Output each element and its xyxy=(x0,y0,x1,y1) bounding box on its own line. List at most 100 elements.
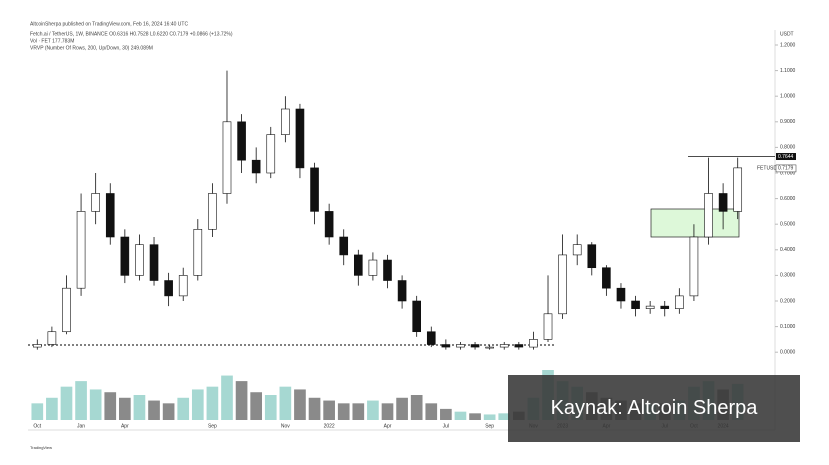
candle-body xyxy=(266,134,276,174)
y-tick-label: 0.7000 xyxy=(780,170,796,176)
currency: USDT xyxy=(780,31,794,37)
volume-bar xyxy=(469,413,481,420)
volume-bar xyxy=(177,397,190,420)
candle-body xyxy=(602,267,611,289)
candle-body xyxy=(704,193,713,238)
volume-bar xyxy=(191,389,204,420)
volume-bar xyxy=(454,411,467,420)
volume-bar xyxy=(381,403,394,420)
source-caption: Kaynak: Altcoin Sherpa xyxy=(508,375,800,442)
x-tick-label: Apr xyxy=(384,423,392,429)
candle-body xyxy=(295,108,305,169)
candle-body xyxy=(558,254,567,315)
candle-body xyxy=(178,275,188,297)
candle-body xyxy=(91,193,100,212)
y-tick-label: 1.0000 xyxy=(780,94,796,100)
candle-body xyxy=(514,344,524,348)
candle-body xyxy=(616,287,626,302)
x-tick-label: Oct xyxy=(33,423,41,429)
volume-bar xyxy=(119,397,131,420)
y-tick-label: 0.5000 xyxy=(780,222,796,228)
volume-bar xyxy=(250,392,263,420)
candle-body xyxy=(120,236,130,276)
y-tick-label: 0.4000 xyxy=(780,247,796,253)
candle-body xyxy=(499,344,509,348)
candle-body xyxy=(470,344,480,348)
volume-bar xyxy=(483,414,496,420)
y-tick-label: 0.9000 xyxy=(780,119,796,125)
candle-body xyxy=(529,339,538,348)
volume-bar xyxy=(162,403,175,420)
brand: TradingView xyxy=(30,445,52,450)
volume-bar xyxy=(410,395,423,420)
volume-bar xyxy=(264,395,277,420)
volume-bar xyxy=(206,386,219,420)
volume-bar xyxy=(89,389,102,420)
candle-body xyxy=(324,211,334,238)
volume-bar xyxy=(367,400,379,420)
volume-bar xyxy=(337,403,350,420)
volume-bar xyxy=(46,397,58,420)
y-tick-label: 0.0000 xyxy=(780,350,796,356)
candle-body xyxy=(310,167,319,212)
candle-body xyxy=(76,211,86,289)
y-tick-label: 1.2000 xyxy=(780,42,796,48)
candle-body xyxy=(631,300,640,309)
x-tick-label: Sep xyxy=(485,423,494,429)
volume-bar xyxy=(235,381,248,420)
header-line: AltcoinSherpa published on TradingView.c… xyxy=(30,21,188,27)
volume-bar xyxy=(104,392,117,420)
last-label: 0.7179 xyxy=(778,166,794,172)
last-badge xyxy=(775,164,797,173)
zone-box xyxy=(650,208,740,238)
candle-body xyxy=(397,280,407,302)
y-tick-label: 0.6000 xyxy=(780,196,796,202)
volume-bar xyxy=(396,397,408,420)
candle-body xyxy=(222,121,232,194)
candle-body xyxy=(208,193,217,230)
candle-body xyxy=(572,244,582,256)
volume-bar xyxy=(440,408,452,420)
candle-body xyxy=(645,305,655,309)
x-tick-label: Sep xyxy=(208,423,217,429)
candle-body xyxy=(718,193,728,212)
volume-bar xyxy=(133,395,146,420)
y-tick-label: 0.2000 xyxy=(780,298,796,304)
candle-body xyxy=(193,229,203,276)
candle-body xyxy=(135,244,144,276)
candle-body xyxy=(441,344,451,348)
candle-body xyxy=(675,295,684,309)
volume-bar xyxy=(148,400,160,420)
x-tick-label: Apr xyxy=(121,423,129,429)
symbol-label: FETUSDT xyxy=(757,166,780,172)
candle-body xyxy=(251,159,261,174)
candle-body xyxy=(733,167,743,212)
candle-body xyxy=(62,287,71,333)
x-tick-label: 2022 xyxy=(324,423,335,429)
volume-bar xyxy=(294,389,306,420)
y-tick-label: 1.1000 xyxy=(780,68,796,74)
header-line: VRVP (Number Of Rows, 200, Up/Down, 30) … xyxy=(30,45,153,51)
header-line: Vol · FET 177.783M xyxy=(30,38,74,44)
candle-body xyxy=(485,346,494,349)
y-tick-label: 0.3000 xyxy=(780,273,796,279)
volume-bar xyxy=(352,403,365,420)
x-tick-label: Nov xyxy=(281,423,290,429)
candle-body xyxy=(354,254,363,276)
candle-body xyxy=(426,331,436,345)
volume-bar xyxy=(498,413,511,420)
volume-bar xyxy=(425,403,438,420)
volume-bar xyxy=(31,403,44,420)
level-badge xyxy=(776,153,796,161)
y-tick-label: 0.8000 xyxy=(780,145,796,151)
candle-body xyxy=(689,236,699,297)
x-tick-label: Jul xyxy=(443,423,449,429)
volume-bar xyxy=(75,381,87,420)
candle-body xyxy=(47,331,57,345)
candle-body xyxy=(339,236,349,256)
volume-bar xyxy=(323,400,335,420)
header-line: Fetch.ai / TetherUS, 1W, BINANCE O0.6316… xyxy=(30,31,233,37)
level-label: 0.7644 xyxy=(778,154,794,160)
volume-bar xyxy=(308,397,321,420)
